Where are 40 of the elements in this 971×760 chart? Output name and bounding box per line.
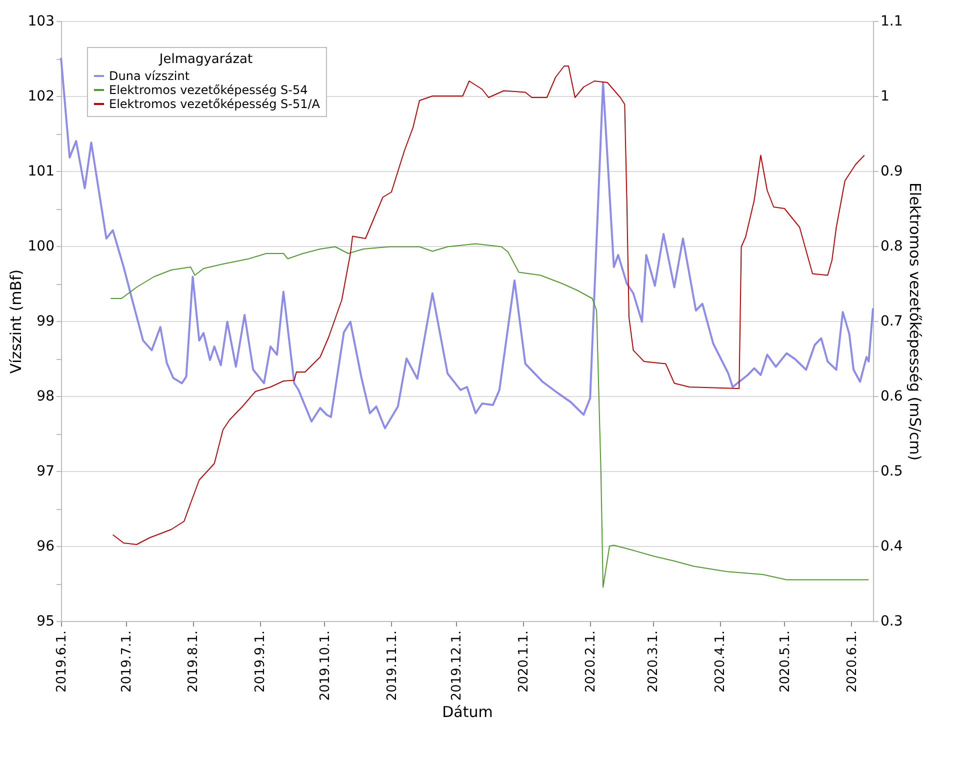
y-tick-label: 98: [36, 388, 54, 404]
y-tick-label: 95: [36, 614, 54, 630]
legend-label: Elektromos vezetőképesség S-51/A: [109, 97, 321, 111]
y2-tick-label: 1: [880, 88, 890, 104]
x-tick-label: 2020.1.1.: [516, 630, 532, 693]
x-tick-label: 2019.11.1.: [384, 630, 400, 701]
y2-tick-label: 0.9: [880, 164, 903, 180]
y2-axis-title: Elektromos vezetőképesség (mS/cm): [906, 182, 924, 461]
x-tick-label: 2019.9.1.: [253, 630, 268, 693]
y-tick-label: 102: [28, 88, 54, 104]
y-tick-label: 97: [36, 464, 54, 480]
y2-tick-label: 0.8: [880, 238, 903, 254]
line-series: [110, 243, 870, 588]
x-tick-label: 2020.3.1.: [646, 630, 662, 693]
x-tick-label: 2020.5.1.: [778, 630, 793, 693]
y2-tick-label: 0.4: [880, 538, 903, 554]
line-series: [112, 66, 865, 545]
legend-label: Elektromos vezetőképesség S-54: [109, 83, 308, 97]
x-tick-label: 2019.12.1.: [450, 630, 465, 701]
y-tick-label: 96: [36, 538, 55, 554]
x-tick-label: 2019.7.1.: [119, 630, 134, 693]
y2-tick-label: 0.7: [880, 314, 903, 330]
y-tick-label: 103: [28, 14, 54, 30]
x-tick-label: 2019.6.1.: [54, 630, 70, 693]
x-tick-label: 2019.10.1.: [318, 630, 333, 701]
y-tick-label: 101: [28, 164, 54, 180]
y2-tick-label: 0.5: [880, 464, 903, 480]
y-tick-label: 99: [36, 314, 54, 330]
y2-tick-label: 0.3: [880, 614, 903, 630]
y-axis-title: Vízszint (mBf): [6, 269, 25, 374]
y2-tick-label: 1.1: [880, 14, 903, 30]
y-tick-label: 100: [28, 238, 54, 254]
x-tick-label: 2020.2.1.: [584, 630, 599, 693]
x-tick-label: 2020.4.1.: [713, 630, 728, 693]
legend-label: Duna vízszint: [109, 69, 190, 83]
y2-tick-label: 0.6: [880, 388, 903, 404]
x-axis-title: Dátum: [442, 702, 493, 721]
legend-title: Jelmagyarázat: [158, 52, 253, 67]
x-tick-label: 2019.8.1.: [186, 630, 202, 693]
x-tick-label: 2020.6.1.: [844, 630, 860, 693]
